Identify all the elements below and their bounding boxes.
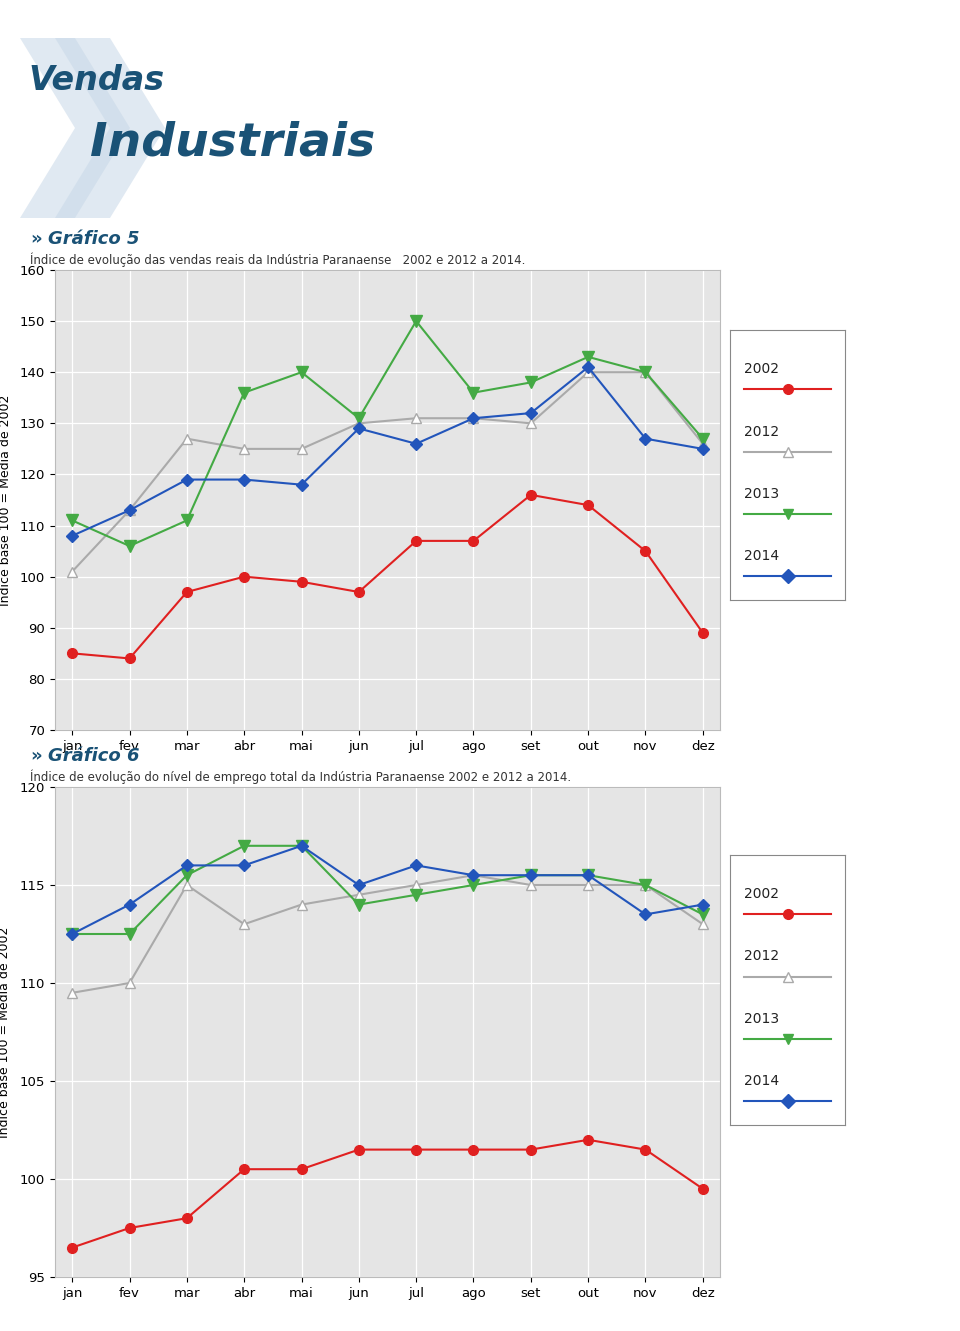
Text: Vendas: Vendas: [28, 64, 164, 97]
Text: 14 » Indicadores Conjunturais: 14 » Indicadores Conjunturais: [19, 8, 196, 20]
Text: »: »: [30, 747, 41, 765]
Text: Índice de evolução do nível de emprego total da Indústria Paranaense 2002 e 2012: Índice de evolução do nível de emprego t…: [30, 769, 571, 784]
Text: 2014: 2014: [744, 1074, 779, 1087]
Y-axis label: Índice base 100 = Média de 2002: Índice base 100 = Média de 2002: [0, 394, 12, 606]
Text: Gráfico 5: Gráfico 5: [48, 230, 139, 248]
Text: »: »: [30, 230, 41, 248]
Text: 2013: 2013: [744, 1012, 779, 1026]
Text: Industriais: Industriais: [90, 121, 375, 165]
Text: 2013: 2013: [744, 487, 779, 500]
Y-axis label: Índice base 100 = Média de 2002: Índice base 100 = Média de 2002: [0, 926, 12, 1138]
Text: 2002: 2002: [744, 362, 779, 377]
Text: 2012: 2012: [744, 425, 779, 438]
Text: Índice de evolução das vendas reais da Indústria Paranaense   2002 e 2012 a 2014: Índice de evolução das vendas reais da I…: [30, 253, 525, 268]
Polygon shape: [55, 39, 165, 218]
Text: 2002: 2002: [744, 888, 779, 901]
Text: Gráfico 6: Gráfico 6: [48, 747, 139, 765]
Text: 2012: 2012: [744, 949, 779, 964]
Polygon shape: [20, 39, 130, 218]
Text: 2014: 2014: [744, 548, 779, 563]
